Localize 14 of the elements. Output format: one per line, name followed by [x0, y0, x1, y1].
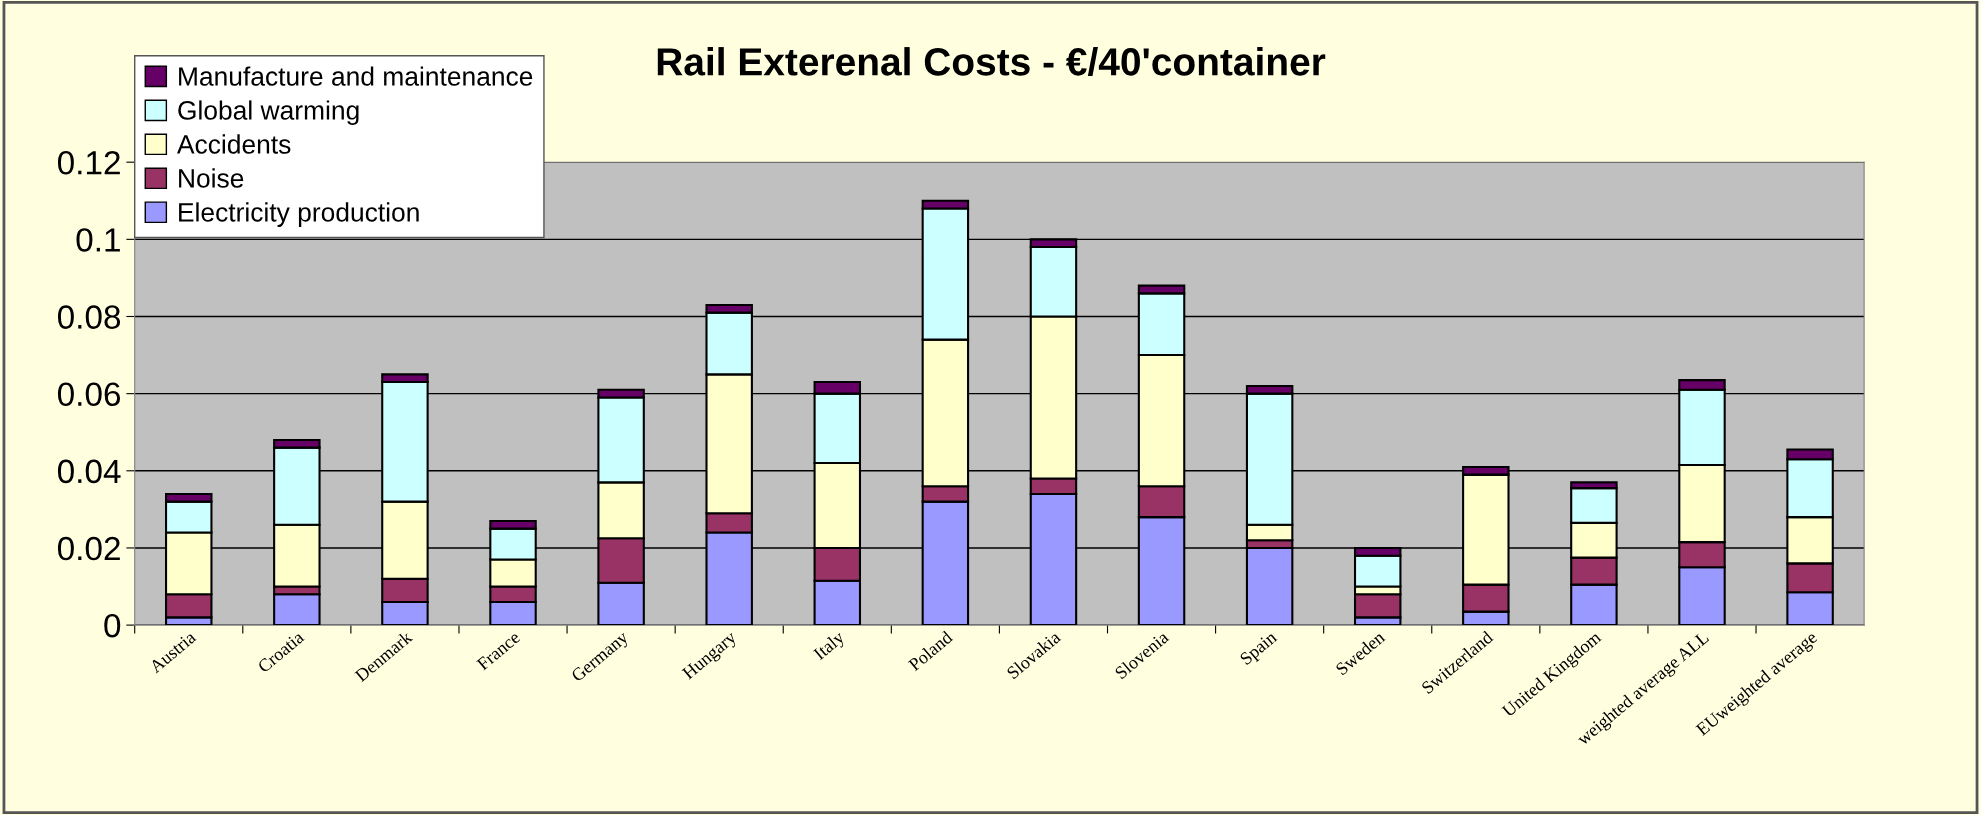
y-tick-label: 0.04	[57, 459, 121, 484]
y-tick-label: 0.12	[57, 150, 120, 175]
legend-label: Noise	[179, 168, 244, 188]
legend-label: Accidents	[176, 134, 291, 154]
y-tick-label: 0.08	[57, 305, 121, 329]
y-tick-label: 0.06	[57, 382, 121, 407]
x-tick-label: Italy	[812, 629, 848, 664]
legend-label: Electricity production	[179, 202, 419, 227]
legend-label: Global warming	[178, 100, 359, 125]
legend-label: Manufacture and maintenance	[179, 66, 533, 86]
y-tick-label: 0	[104, 613, 121, 638]
y-tick-label: 0.1	[76, 228, 120, 252]
chart-title: Rail Exterenal Costs - €/40'container	[657, 47, 1326, 77]
y-tick-label: 0.02	[57, 536, 120, 561]
